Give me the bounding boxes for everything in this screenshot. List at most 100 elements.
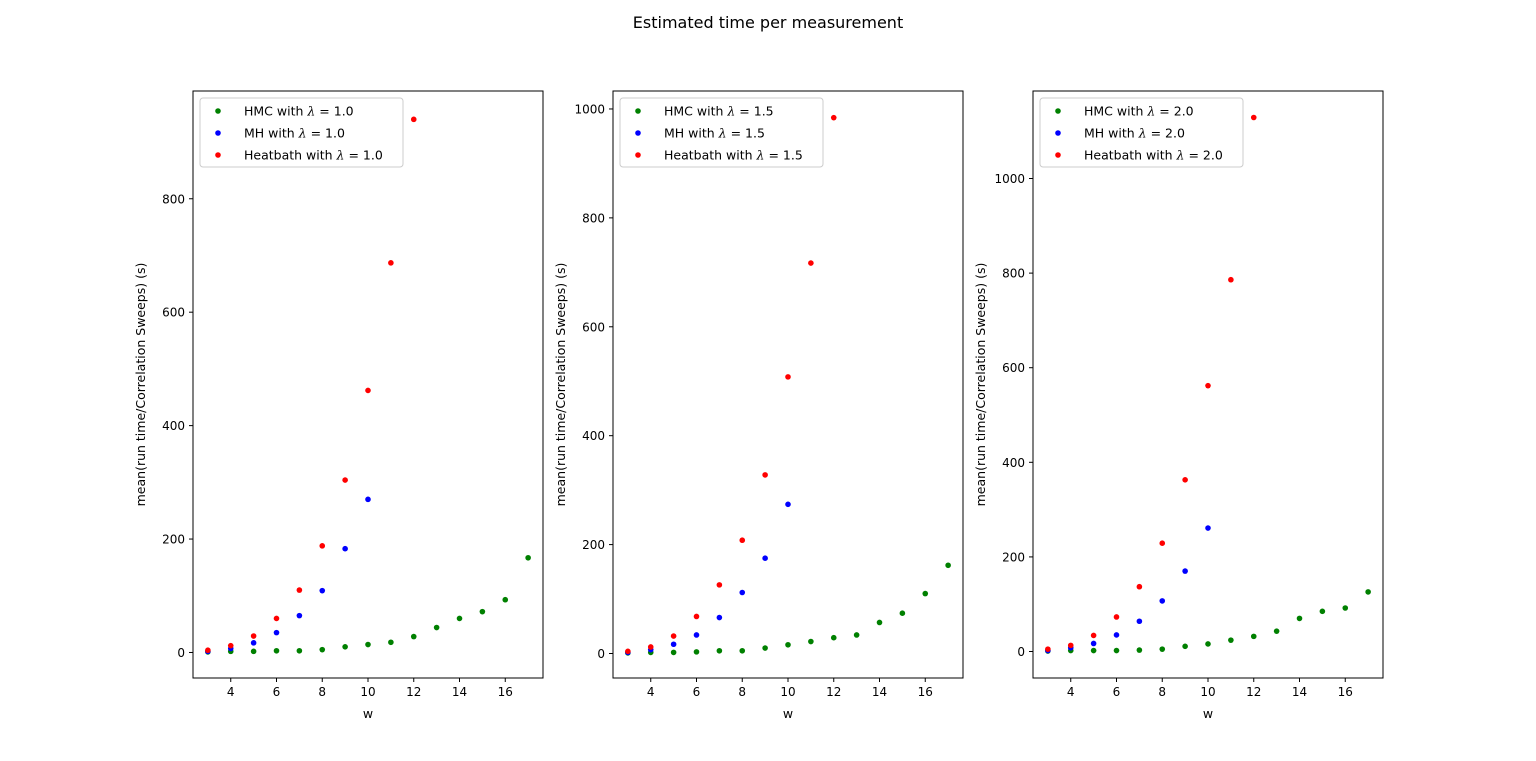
legend-entry: Heatbath with λ = 2.0 — [1084, 148, 1223, 163]
x-tick-label: 10 — [1200, 685, 1215, 699]
data-point — [319, 543, 326, 549]
plot-frame — [192, 90, 544, 679]
x-axis-label: w — [783, 706, 793, 721]
y-tick-label: 200 — [162, 533, 185, 547]
figure-title: Estimated time per measurement — [633, 13, 903, 32]
legend-entry: Heatbath with λ = 1.0 — [244, 148, 383, 163]
series-2 — [1045, 525, 1211, 654]
data-point — [693, 613, 700, 620]
x-tick-label: 14 — [1292, 685, 1307, 699]
y-axis-label: mean(run time/Correlation Sweeps) (s) — [133, 263, 148, 507]
data-point — [1159, 540, 1166, 546]
data-point — [319, 646, 326, 653]
data-point — [1365, 589, 1371, 595]
data-point — [693, 632, 700, 638]
data-point — [1159, 598, 1166, 604]
y-tick-label: 0 — [177, 646, 185, 660]
data-point — [1205, 641, 1211, 647]
x-tick-label: 8 — [1158, 685, 1166, 699]
data-point — [365, 641, 371, 648]
data-point — [388, 639, 394, 646]
y-tick-label: 600 — [162, 306, 185, 320]
data-point — [296, 587, 303, 593]
data-point — [762, 555, 768, 562]
data-point — [1136, 583, 1143, 590]
y-tick-label: 600 — [1002, 361, 1025, 375]
y-tick-label: 1000 — [574, 102, 605, 116]
series-3 — [205, 116, 417, 654]
chart-panel-2: 4 6 8 10 12 14 16 0 200 400 600 800 1000 w mean(run ti… — [553, 90, 964, 721]
data-point — [1296, 615, 1303, 622]
data-point — [1067, 642, 1074, 649]
x-tick-label: 14 — [452, 685, 467, 699]
data-point — [1205, 525, 1211, 531]
y-tick-label: 600 — [582, 320, 605, 334]
data-point — [853, 632, 860, 638]
legend-entry: MH with λ = 2.0 — [1084, 126, 1185, 141]
legend-entry: MH with λ = 1.5 — [664, 126, 765, 141]
data-point — [1273, 628, 1280, 634]
data-point — [250, 640, 257, 646]
x-tick-label: 4 — [647, 685, 655, 699]
x-tick-label: 16 — [1338, 685, 1353, 699]
x-axis-label: w — [363, 706, 373, 721]
y-tick-label: 800 — [582, 211, 605, 225]
data-point — [250, 648, 257, 655]
data-point — [1250, 633, 1257, 640]
data-point — [716, 647, 723, 654]
data-point — [433, 624, 440, 631]
legend-marker — [1055, 130, 1061, 136]
x-tick-label: 16 — [498, 685, 513, 699]
y-tick-label: 800 — [162, 192, 185, 206]
y-tick-label: 400 — [582, 429, 605, 443]
data-point — [1113, 632, 1120, 638]
data-point — [1342, 605, 1349, 611]
data-point — [1045, 646, 1051, 652]
data-point — [502, 596, 509, 603]
data-point — [716, 614, 723, 621]
legend-marker — [1055, 152, 1061, 158]
x-tick-label: 12 — [1246, 685, 1261, 699]
plot-frame — [612, 90, 964, 679]
data-point — [342, 477, 348, 483]
data-point — [670, 641, 677, 648]
y-tick-label: 1000 — [994, 172, 1025, 186]
data-point — [739, 647, 746, 654]
x-tick-label: 6 — [1113, 685, 1121, 699]
data-point — [739, 537, 746, 544]
data-point — [830, 634, 837, 641]
series-2 — [205, 496, 371, 655]
data-point — [762, 472, 768, 478]
data-point — [785, 641, 791, 648]
legend-entry: MH with λ = 1.0 — [244, 126, 345, 141]
data-point — [525, 554, 531, 561]
series-1 — [625, 562, 951, 656]
data-point — [899, 610, 906, 617]
y-tick-label: 200 — [1002, 550, 1025, 564]
data-point — [1113, 614, 1120, 620]
data-point — [1182, 643, 1188, 650]
data-point — [693, 649, 700, 655]
data-point — [342, 545, 348, 552]
data-point — [250, 633, 257, 639]
x-axis-label: w — [1203, 706, 1213, 721]
data-point — [410, 633, 417, 640]
data-point — [296, 647, 303, 654]
data-point — [1090, 647, 1097, 654]
data-point — [830, 114, 837, 121]
data-point — [1090, 632, 1097, 639]
data-point — [1319, 608, 1326, 615]
y-tick-label: 0 — [597, 647, 605, 661]
y-tick-label: 800 — [1002, 267, 1025, 281]
data-point — [273, 615, 280, 622]
legend-box — [1039, 97, 1244, 168]
data-point — [1182, 568, 1188, 574]
data-point — [670, 649, 677, 656]
x-tick-label: 8 — [738, 685, 746, 699]
data-point — [1228, 637, 1234, 643]
y-axis-label: mean(run time/Correlation Sweeps) (s) — [553, 263, 568, 507]
x-tick-label: 8 — [318, 685, 326, 699]
data-point — [808, 260, 814, 266]
data-point — [739, 589, 746, 596]
